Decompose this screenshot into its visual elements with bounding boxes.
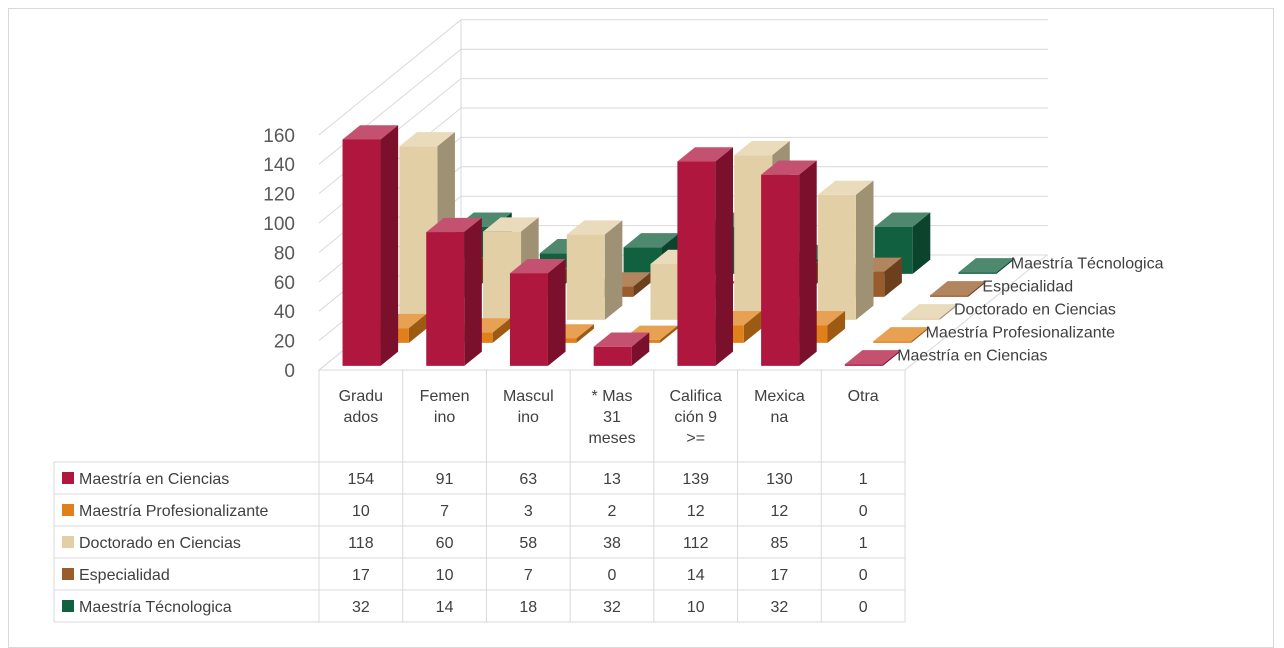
bar-0-2 bbox=[509, 258, 566, 366]
category-label: Otra bbox=[848, 388, 879, 405]
table-cell-value: 60 bbox=[436, 535, 454, 552]
y-tick-label: 0 bbox=[284, 361, 295, 382]
table-cell-value: 12 bbox=[687, 503, 705, 520]
table-cell-value: 85 bbox=[771, 535, 789, 552]
bar-4-5 bbox=[874, 212, 931, 274]
y-tick-label: 140 bbox=[263, 155, 295, 176]
depth-axis-label: Especialidad bbox=[982, 279, 1073, 296]
table-cell-value: 139 bbox=[682, 471, 709, 488]
table-cell-value: 14 bbox=[687, 567, 705, 584]
table-cell-value: 10 bbox=[436, 567, 454, 584]
category-label: Femen ino bbox=[420, 388, 470, 426]
bar-2-2 bbox=[566, 220, 623, 320]
table-cell-value: 3 bbox=[524, 503, 533, 520]
series-name: Maestría en Ciencias bbox=[79, 471, 229, 488]
depth-axis-label: Maestría Profesionalizante bbox=[926, 325, 1116, 342]
y-tick-label: 100 bbox=[263, 214, 295, 235]
bar-0-3 bbox=[593, 332, 650, 366]
table-cell-value: 0 bbox=[608, 567, 617, 584]
category-label: Mexica na bbox=[754, 388, 805, 426]
table-cell-value: 154 bbox=[348, 471, 375, 488]
table-cell-value: 32 bbox=[352, 599, 370, 616]
table-cell-value: 1 bbox=[859, 471, 868, 488]
table-cell-value: 14 bbox=[436, 599, 454, 616]
table-cell-value: 10 bbox=[687, 599, 705, 616]
table-cell-value: 32 bbox=[603, 599, 621, 616]
table-cell-value: 38 bbox=[603, 535, 621, 552]
bar-0-5 bbox=[761, 160, 817, 366]
table-cell-value: 112 bbox=[683, 535, 709, 552]
bar-3-6 bbox=[930, 281, 986, 297]
y-tick-label: 120 bbox=[263, 185, 295, 206]
table-cell-value: 10 bbox=[352, 503, 370, 520]
series-name: Especialidad bbox=[79, 567, 170, 584]
table-cell-value: 13 bbox=[603, 471, 621, 488]
gridline bbox=[318, 19, 1048, 136]
series-legend-key bbox=[62, 472, 74, 484]
series-legend-key bbox=[62, 600, 74, 612]
table-cell-value: 17 bbox=[352, 567, 370, 584]
depth-axis-label: Maestría Técnologica bbox=[1011, 256, 1164, 273]
category-label: Mascul ino bbox=[503, 388, 554, 426]
table-cell-value: 91 bbox=[436, 471, 454, 488]
table-cell-value: 1 bbox=[859, 535, 868, 552]
table-cell-value: 0 bbox=[859, 599, 868, 616]
bar-2-5 bbox=[817, 180, 874, 320]
depth-axis-label: Maestría en Ciencias bbox=[897, 348, 1047, 365]
table-cell-value: 7 bbox=[440, 503, 449, 520]
bar-0-4 bbox=[677, 147, 733, 366]
bar-1-6 bbox=[873, 327, 929, 343]
category-label: Gradu ados bbox=[339, 388, 383, 426]
table-cell-value: 58 bbox=[519, 535, 537, 552]
table-cell-value: 0 bbox=[859, 503, 868, 520]
table-cell-value: 17 bbox=[771, 567, 789, 584]
table-cell-value: 118 bbox=[348, 535, 374, 552]
bar-2-6 bbox=[901, 304, 958, 320]
category-label: Califica ción 9 >= bbox=[669, 388, 722, 447]
series-name: Maestría Técnologica bbox=[79, 599, 232, 616]
bar-0-6 bbox=[844, 350, 901, 366]
y-tick-label: 160 bbox=[263, 126, 295, 147]
category-label: * Mas 31 meses bbox=[588, 388, 635, 447]
series-legend-key bbox=[62, 568, 74, 580]
bar-0-0 bbox=[342, 125, 399, 366]
table-cell-value: 7 bbox=[524, 567, 533, 584]
depth-axis-label: Doctorado en Ciencias bbox=[954, 302, 1116, 319]
series-name: Doctorado en Ciencias bbox=[79, 535, 241, 552]
table-cell-value: 0 bbox=[859, 567, 868, 584]
y-tick-label: 40 bbox=[274, 302, 295, 323]
table-cell-value: 12 bbox=[771, 503, 789, 520]
y-tick-label: 60 bbox=[274, 273, 295, 294]
series-legend-key bbox=[62, 536, 74, 548]
table-cell-value: 18 bbox=[519, 599, 537, 616]
y-tick-label: 20 bbox=[274, 332, 295, 353]
bar-4-6 bbox=[958, 258, 1015, 274]
table-cell-value: 2 bbox=[608, 503, 617, 520]
bar-0-1 bbox=[426, 217, 482, 366]
y-tick-label: 80 bbox=[274, 243, 295, 264]
series-name: Maestría Profesionalizante bbox=[79, 503, 269, 520]
table-cell-value: 32 bbox=[771, 599, 789, 616]
series-legend-key bbox=[62, 504, 74, 516]
table-cell-value: 130 bbox=[766, 471, 793, 488]
table-cell-value: 63 bbox=[519, 471, 537, 488]
